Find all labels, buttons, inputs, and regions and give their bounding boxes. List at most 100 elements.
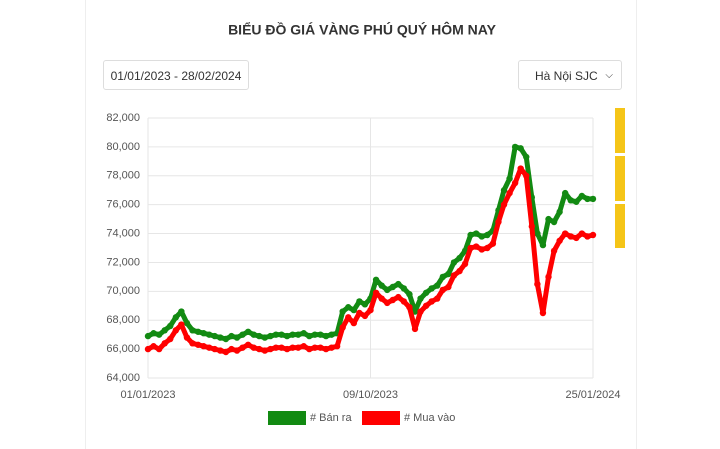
point bbox=[155, 345, 163, 353]
point bbox=[545, 215, 552, 223]
y-tick-label: 70,000 bbox=[106, 285, 140, 297]
y-tick-label: 76,000 bbox=[106, 199, 140, 211]
point bbox=[211, 332, 218, 340]
point bbox=[294, 344, 302, 351]
point bbox=[389, 296, 396, 304]
point bbox=[506, 189, 513, 197]
point bbox=[517, 165, 524, 172]
point bbox=[500, 187, 508, 194]
point bbox=[589, 195, 597, 203]
point bbox=[144, 332, 152, 340]
point bbox=[300, 330, 307, 337]
point bbox=[222, 348, 230, 356]
point bbox=[178, 308, 185, 315]
side-tab[interactable] bbox=[615, 204, 625, 248]
point bbox=[478, 233, 485, 240]
point bbox=[584, 195, 591, 203]
point bbox=[589, 231, 597, 239]
point bbox=[205, 331, 213, 338]
legend-label: # Mua vào bbox=[404, 412, 455, 424]
point bbox=[417, 295, 424, 302]
point bbox=[144, 345, 152, 353]
location-select[interactable]: Hà Nội SJC ⌵ bbox=[518, 60, 622, 90]
point bbox=[345, 314, 352, 321]
point bbox=[328, 344, 335, 351]
point bbox=[406, 291, 413, 298]
point bbox=[539, 309, 547, 317]
point bbox=[250, 344, 257, 351]
point bbox=[228, 332, 235, 340]
point bbox=[356, 298, 363, 305]
point bbox=[294, 331, 302, 338]
point bbox=[523, 172, 530, 179]
point bbox=[578, 192, 586, 200]
point bbox=[506, 175, 513, 182]
x-tick-label: 09/10/2023 bbox=[343, 389, 398, 401]
point bbox=[439, 273, 447, 281]
point bbox=[500, 201, 508, 208]
point bbox=[450, 259, 458, 266]
side-tab[interactable] bbox=[615, 108, 625, 153]
point bbox=[556, 208, 563, 216]
point bbox=[511, 143, 519, 151]
x-tick-label: 01/01/2023 bbox=[120, 389, 175, 401]
point bbox=[395, 280, 402, 288]
point bbox=[317, 344, 324, 351]
point bbox=[434, 282, 441, 289]
point bbox=[317, 331, 324, 338]
point bbox=[511, 179, 519, 187]
y-tick-label: 74,000 bbox=[106, 227, 140, 239]
point bbox=[211, 345, 218, 353]
point bbox=[578, 230, 586, 237]
point bbox=[484, 244, 491, 252]
point bbox=[361, 312, 369, 320]
point bbox=[150, 330, 157, 337]
point bbox=[523, 153, 530, 161]
y-tick-label: 80,000 bbox=[106, 141, 140, 153]
point bbox=[283, 332, 291, 340]
point bbox=[272, 344, 280, 351]
point bbox=[272, 331, 280, 338]
y-tick-label: 82,000 bbox=[106, 112, 140, 124]
point bbox=[417, 308, 424, 315]
point bbox=[217, 347, 224, 354]
point bbox=[222, 335, 230, 343]
select-text: Hà Nội SJC bbox=[535, 69, 598, 83]
point bbox=[250, 331, 257, 338]
point bbox=[172, 314, 180, 321]
point bbox=[461, 260, 469, 268]
point bbox=[289, 344, 296, 351]
point bbox=[311, 344, 319, 351]
side-tab[interactable] bbox=[615, 156, 625, 201]
point bbox=[400, 285, 408, 292]
point bbox=[395, 293, 402, 301]
point bbox=[278, 331, 285, 338]
select-arrow: ⌵ bbox=[605, 70, 613, 81]
point bbox=[428, 285, 435, 292]
point bbox=[200, 330, 207, 337]
point bbox=[155, 331, 163, 338]
point bbox=[367, 306, 374, 314]
point bbox=[189, 340, 196, 347]
point bbox=[567, 197, 574, 204]
y-tick-label: 66,000 bbox=[106, 343, 140, 355]
date-range-input[interactable]: 01/01/2023 - 28/02/2024 bbox=[103, 60, 249, 90]
point bbox=[150, 343, 157, 350]
point bbox=[456, 267, 463, 275]
point bbox=[161, 327, 168, 334]
point bbox=[550, 247, 558, 255]
point bbox=[472, 243, 480, 250]
point bbox=[450, 272, 458, 279]
point bbox=[244, 328, 252, 335]
point bbox=[372, 289, 380, 296]
point bbox=[372, 276, 380, 283]
chart-title: BIỂU ĐỒ GIÁ VÀNG PHÚ QUÝ HÔM NAY bbox=[228, 21, 497, 38]
y-tick-label: 78,000 bbox=[106, 170, 140, 182]
point bbox=[561, 189, 569, 197]
point bbox=[244, 341, 252, 348]
point bbox=[545, 273, 552, 281]
point bbox=[350, 306, 358, 314]
y-tick-label: 68,000 bbox=[106, 314, 140, 326]
